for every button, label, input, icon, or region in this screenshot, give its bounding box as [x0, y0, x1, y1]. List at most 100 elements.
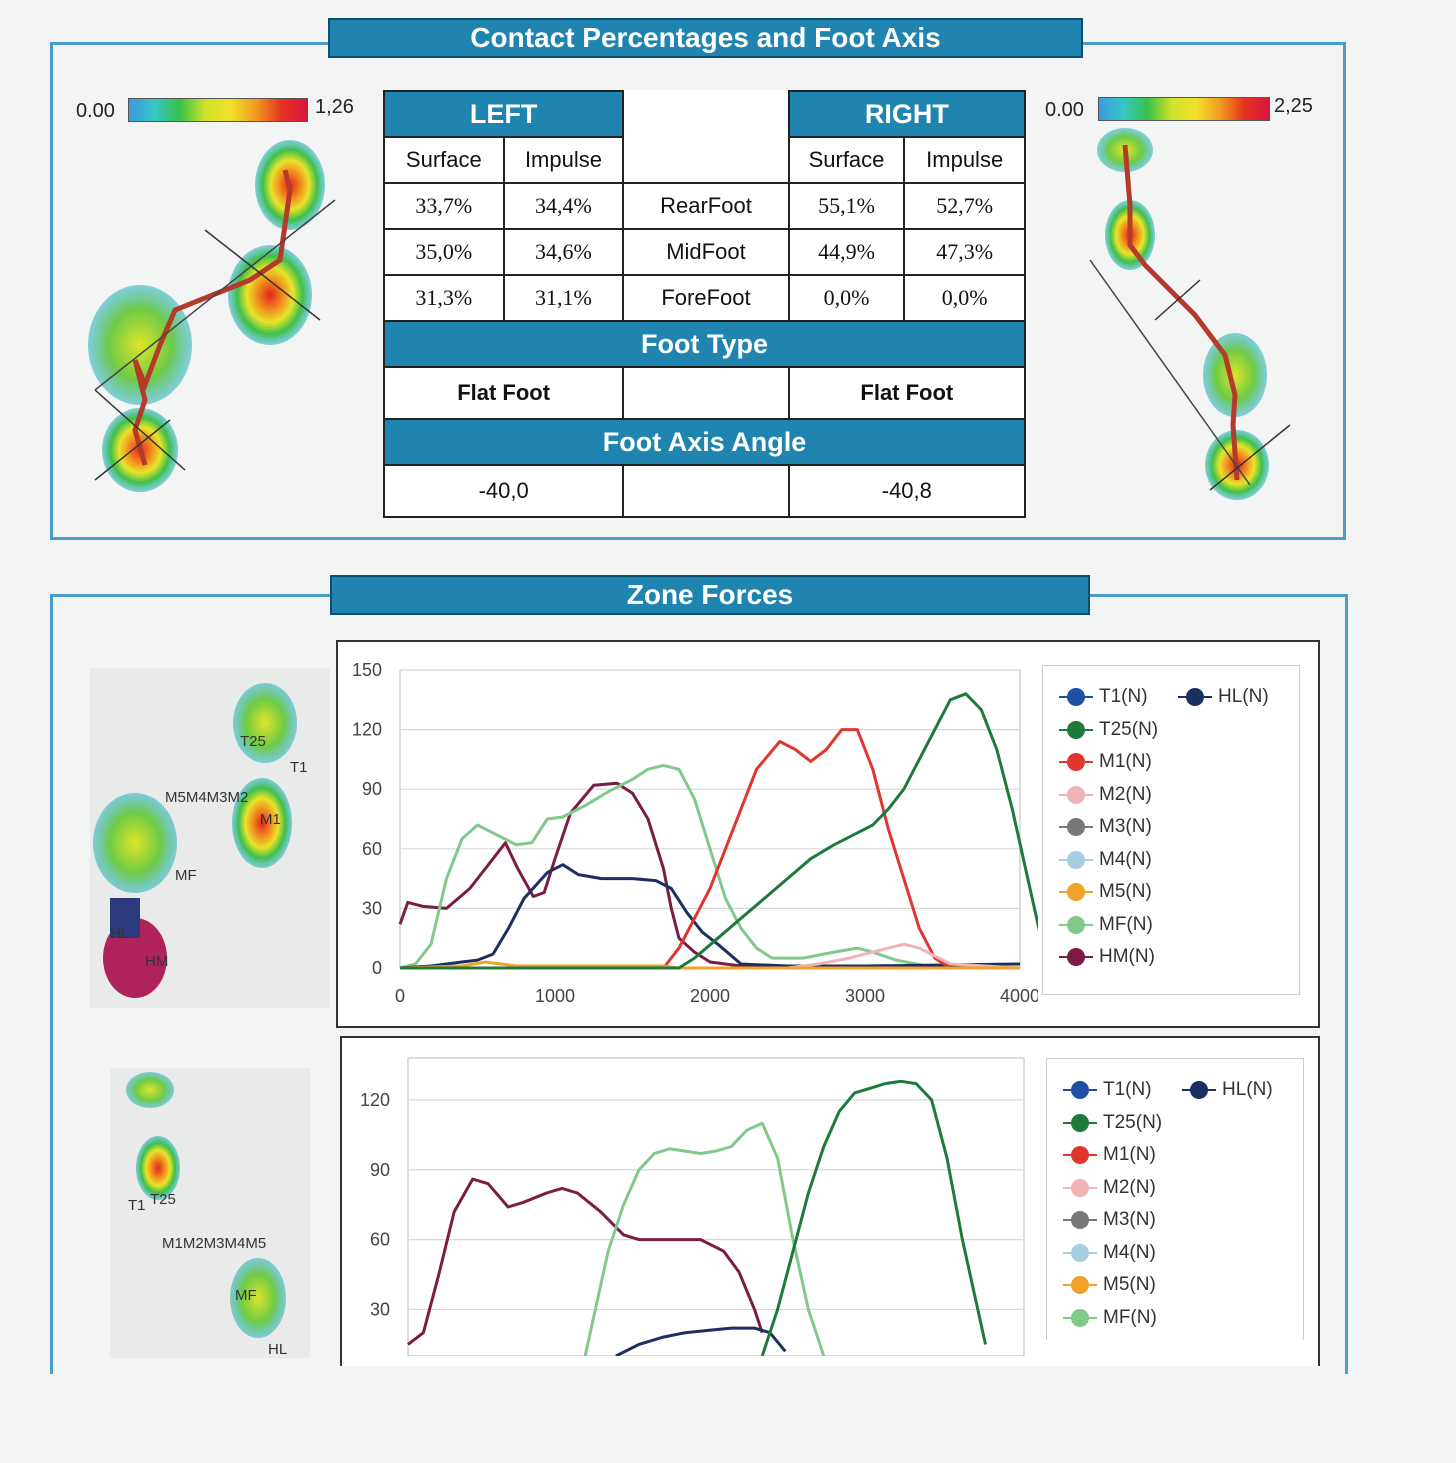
right-header: RIGHT [787, 90, 1027, 138]
right-foot-pressure-path [1122, 144, 1240, 481]
zone-label-m1-m5: M1M2M3M4M5 [162, 1235, 266, 1252]
zone-midfoot [230, 1258, 286, 1338]
legend-item-m4: M4(N) [1059, 849, 1152, 871]
legend-label: M5(N) [1099, 881, 1152, 902]
legend-marker [1063, 1080, 1097, 1100]
legend-label: T1(N) [1103, 1079, 1152, 1100]
legend-marker [1063, 1210, 1097, 1230]
x-tick-label: 0 [395, 986, 405, 1006]
series-line-t25n [400, 692, 1038, 970]
zone-force-legend-left: T1(N) HL(N) T25(N) M1(N) M2(N) M3(N) M4(N) M5(N… [1042, 665, 1300, 995]
legend-label: HM(N) [1099, 946, 1155, 967]
series-line-hmn [407, 1177, 764, 1346]
y-tick-label: 150 [352, 660, 382, 680]
legend-label: M2(N) [1103, 1176, 1156, 1198]
legend-item-hl: HL(N) [1182, 1079, 1273, 1101]
legend-marker [1059, 720, 1093, 740]
legend-item-m2: M2(N) [1059, 784, 1152, 806]
forefoot-label: ForeFoot [622, 274, 790, 322]
legend-item-hl: HL(N) [1178, 686, 1269, 708]
zone-label-mf: MF [235, 1287, 257, 1304]
legend-marker [1059, 752, 1093, 772]
legend-item-m2: M2(N) [1063, 1177, 1156, 1199]
zone-label-hl: HL [268, 1341, 287, 1358]
legend-marker [1059, 882, 1093, 902]
zone-label-hl: HL [110, 925, 129, 942]
legend-marker [1059, 947, 1093, 967]
legend-item-m3: M3(N) [1059, 816, 1152, 838]
legend-item-m1: M1(N) [1063, 1144, 1156, 1166]
right-foot-midfoot-blob [1203, 333, 1267, 417]
right-surface-col: Surface [787, 136, 906, 184]
left-foot-pressure-path [132, 169, 293, 466]
right-foot-zone-map: T1 T25 M1M2M3M4M5 MF HL [110, 1068, 310, 1358]
legend-label: HL(N) [1218, 686, 1269, 707]
legend-label: M1(N) [1103, 1144, 1156, 1165]
zone-label-m1: M1 [260, 811, 281, 828]
y-tick-label: 0 [372, 958, 382, 978]
zone-force-chart-right: 30 60 90 120 [360, 1057, 1025, 1356]
y-tick-label: 60 [370, 1230, 390, 1250]
midfoot-right-impulse: 47,3% [903, 228, 1026, 276]
zone-midfoot [93, 793, 177, 893]
foot-type-right: Flat Foot [787, 366, 1027, 420]
legend-item-mf: MF(N) [1063, 1307, 1157, 1329]
zone-forces-title: Zone Forces [330, 575, 1090, 615]
table-row: 31,3% 31,1% ForeFoot 0,0% 0,0% [383, 274, 1026, 322]
rearfoot-right-impulse: 52,7% [903, 182, 1026, 230]
legend-marker [1182, 1080, 1216, 1100]
forefoot-left-impulse: 31,1% [502, 274, 625, 322]
zone-forefoot [232, 778, 292, 868]
contact-section-title: Contact Percentages and Foot Axis [328, 18, 1083, 58]
legend-marker [1059, 687, 1093, 707]
series-line-m1n [400, 728, 1020, 970]
legend-label: HL(N) [1222, 1079, 1273, 1100]
midfoot-right-surface: 44,9% [787, 228, 906, 276]
plot-area [399, 669, 1021, 969]
right-scale-min: 0.00 [1045, 99, 1084, 121]
legend-label: T25(N) [1099, 718, 1159, 740]
rearfoot-left-impulse: 34,4% [502, 182, 625, 230]
midfoot-left-surface: 35,0% [383, 228, 505, 276]
right-foot-axis-tick-2 [1209, 424, 1291, 491]
foot-type-left: Flat Foot [382, 366, 625, 420]
zone-force-legend-right: T1(N) HL(N) T25(N) M1(N) M2(N) M3(N) M4(N) M5(N… [1046, 1058, 1304, 1340]
left-scale-min: 0.00 [76, 100, 115, 122]
legend-item-m3: M3(N) [1063, 1209, 1156, 1231]
left-pressure-color-bar [128, 98, 308, 122]
legend-item-m4: M4(N) [1063, 1242, 1156, 1264]
legend-marker [1063, 1178, 1097, 1198]
legend-label: MF(N) [1103, 1306, 1157, 1328]
legend-item-t1: T1(N) [1063, 1079, 1152, 1101]
midfoot-left-impulse: 34,6% [502, 228, 625, 276]
series-line-t25n [760, 1079, 987, 1356]
legend-item-t25: T25(N) [1059, 719, 1158, 741]
zone-toe [126, 1072, 174, 1108]
y-tick-label: 120 [352, 720, 382, 740]
legend-marker [1063, 1113, 1097, 1133]
legend-item-m5: M5(N) [1059, 881, 1152, 903]
x-tick-label: 4000 [1000, 986, 1038, 1006]
legend-marker [1063, 1243, 1097, 1263]
legend-item-t1: T1(N) [1059, 686, 1148, 708]
foot-type-header: Foot Type [383, 320, 1026, 368]
legend-item-m1: M1(N) [1059, 751, 1152, 773]
midfoot-label: MidFoot [622, 228, 790, 276]
legend-label: M2(N) [1099, 783, 1152, 805]
y-tick-label: 90 [362, 779, 382, 799]
y-tick-label: 30 [362, 898, 382, 918]
series-line-mfn [399, 763, 1021, 970]
legend-marker [1059, 850, 1093, 870]
legend-item-hm: HM(N) [1059, 946, 1155, 968]
legend-label: M4(N) [1103, 1241, 1156, 1263]
zone-label-hm: HM [145, 953, 168, 970]
legend-label: M5(N) [1103, 1274, 1156, 1295]
left-scale-max: 1,26 [315, 96, 354, 118]
legend-label: M4(N) [1099, 848, 1152, 870]
zone-label-t25: T25 [150, 1191, 176, 1208]
zone-toe [233, 683, 297, 763]
foot-axis-angle-header: Foot Axis Angle [383, 418, 1026, 466]
table-row: 35,0% 34,6% MidFoot 44,9% 47,3% [383, 228, 1026, 276]
legend-marker [1178, 687, 1212, 707]
legend-label: T1(N) [1099, 686, 1148, 707]
